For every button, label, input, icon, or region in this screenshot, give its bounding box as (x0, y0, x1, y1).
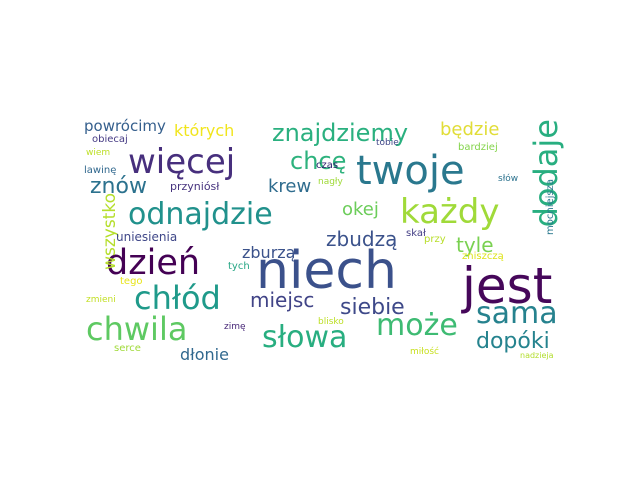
word-bedzie: będzie (440, 119, 500, 140)
word-okej: okej (342, 199, 379, 220)
word-milosc: miłość (410, 347, 439, 357)
word-tyle: tyle (456, 233, 494, 257)
word-nadzieja: nadzieja (520, 351, 554, 360)
word-chce: chcę (290, 147, 347, 175)
word-ktorych: których (174, 121, 235, 140)
word-slow: słów (498, 174, 519, 184)
word-krew: krew (268, 176, 312, 197)
word-przy: przy (424, 234, 446, 245)
word-serce: serce (114, 343, 141, 354)
word-cloud: niech jest twoje więcej dzień chłód chwila odna… (80, 111, 565, 367)
word-sama: sama (476, 296, 558, 331)
word-jest: jest (462, 257, 553, 315)
word-chlod: chłód (134, 279, 221, 317)
word-zime: zimę (224, 322, 246, 332)
word-obiecaj: obiecaj (92, 134, 128, 145)
word-przyniosl: przyniósł (170, 180, 220, 193)
word-dzien: dzień (106, 243, 201, 283)
word-bardziej: bardziej (458, 142, 498, 153)
word-tego: tego (120, 276, 143, 287)
word-zmieni: zmieni (86, 295, 116, 305)
word-mocniejsza: mocniejsza (545, 179, 556, 235)
word-twoje: twoje (356, 148, 465, 194)
word-tobie: tobie (376, 138, 399, 148)
word-znow: znów (90, 174, 147, 199)
word-czas: czas (316, 160, 339, 171)
word-niech: niech (256, 241, 397, 301)
word-siebie: siebie (340, 295, 405, 320)
word-kazdy: każdy (400, 192, 500, 232)
word-miejsc: miejsc (250, 288, 315, 312)
word-chwila: chwila (86, 310, 188, 348)
word-moze: może (376, 308, 458, 343)
word-zniszcza: zniszczą (462, 251, 504, 262)
word-blisko: blisko (318, 317, 344, 327)
word-slowa: słowa (262, 320, 348, 355)
word-dlonie: dłonie (180, 345, 229, 364)
word-wiem: wiem (86, 148, 111, 158)
word-dopoki: dopóki (476, 329, 550, 354)
word-skal: skał (406, 228, 426, 239)
word-zbudza: zbudzą (326, 227, 398, 251)
word-zburza: zburzą (242, 243, 296, 262)
word-uniesienia: uniesienia (116, 230, 178, 244)
word-lawine: lawinę (84, 165, 117, 176)
word-znajdziemy: znajdziemy (272, 119, 409, 147)
word-odnajdzie: odnajdzie (128, 197, 273, 232)
word-powrocimy: powrócimy (84, 117, 166, 135)
word-wiecej: więcej (128, 142, 236, 182)
word-nagly: nagły (318, 177, 343, 187)
word-tych: tych (228, 261, 250, 272)
